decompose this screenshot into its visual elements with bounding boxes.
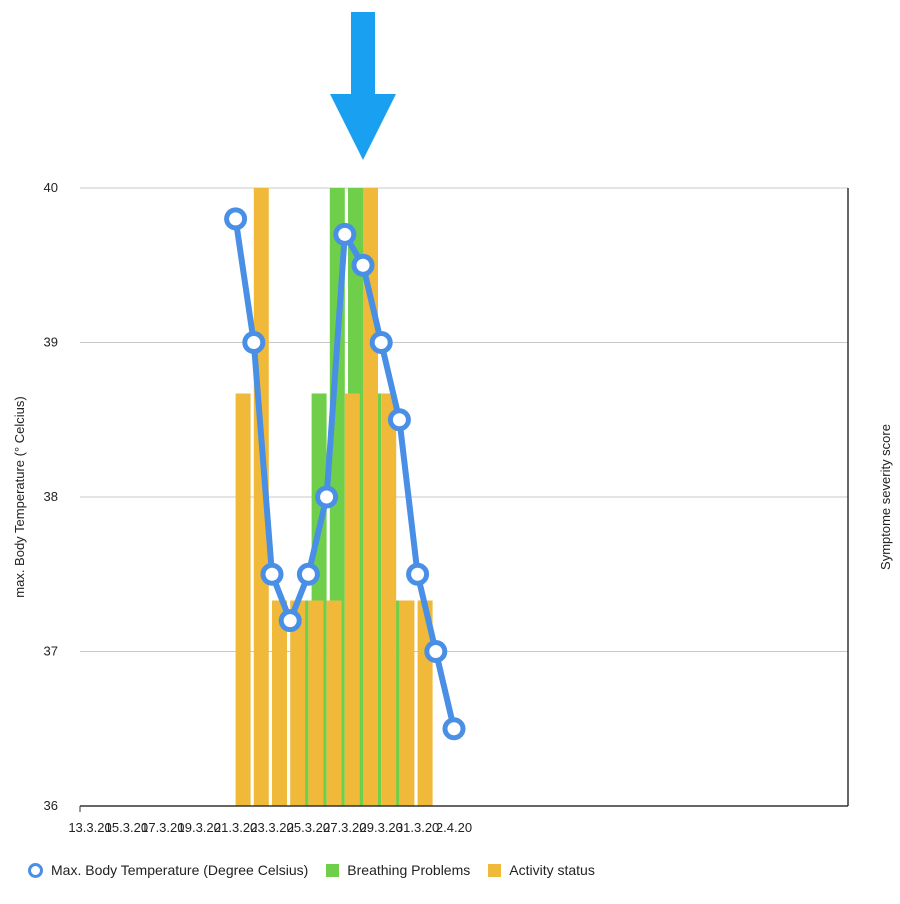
y-tick-label: 37 <box>44 644 58 659</box>
legend-item-temperature: Max. Body Temperature (Degree Celsius) <box>28 862 308 878</box>
temperature-point <box>406 562 430 586</box>
green-swatch-icon <box>326 863 340 877</box>
temperature-point <box>424 640 448 663</box>
y-tick-label: 40 <box>44 180 58 195</box>
activity-bar <box>235 393 251 806</box>
activity-bar <box>399 600 415 806</box>
activity-bar <box>381 393 397 806</box>
temperature-point <box>351 253 375 277</box>
temperature-line <box>224 207 466 741</box>
legend-label-activity: Activity status <box>509 862 595 878</box>
circle-marker-icon <box>28 862 43 878</box>
temperature-symptom-chart: 36 37 38 39 40 13.3.2015.3.2017.3.2019.3.2021… <box>12 12 893 835</box>
gridlines <box>80 187 848 652</box>
activity-bar <box>290 600 306 806</box>
bars <box>235 188 433 806</box>
arrow-down-icon <box>330 94 396 160</box>
y2-axis-title: Symptome severity score <box>878 424 893 570</box>
axes: 36 37 38 39 40 13.3.2015.3.2017.3.2019.3.2021… <box>12 180 893 835</box>
y-tick-label: 38 <box>44 489 58 504</box>
temperature-point <box>296 562 320 586</box>
temperature-point <box>278 609 302 633</box>
y-axis-title: max. Body Temperature (° Celcius) <box>12 396 27 597</box>
temperature-point <box>442 717 466 741</box>
activity-bar <box>344 393 360 806</box>
temperature-point <box>242 331 266 354</box>
y-tick-label: 36 <box>44 798 58 813</box>
legend-item-activity: Activity status <box>488 862 595 878</box>
activity-bar <box>272 600 287 806</box>
x-tick-label: 29.3.20 <box>360 820 403 835</box>
temperature-point <box>224 207 248 231</box>
temperature-point <box>387 408 411 432</box>
y-tick-label: 39 <box>44 335 58 350</box>
legend-item-breathing: Breathing Problems <box>326 862 470 878</box>
x-tick-label: 31.3.20 <box>396 820 439 835</box>
legend: Max. Body Temperature (Degree Celsius) B… <box>28 858 613 882</box>
orange-swatch-icon <box>488 863 502 877</box>
x-tick-label: 21.3.20 <box>214 820 257 835</box>
x-tick-label: 27.3.20 <box>323 820 366 835</box>
temperature-point <box>260 562 284 586</box>
x-tick-label: 13.3.20 <box>68 820 111 835</box>
x-tick-label: 15.3.20 <box>105 820 148 835</box>
x-tick-label: 17.3.20 <box>141 820 184 835</box>
arrow-shaft <box>351 12 375 96</box>
x-tick-label: 2.4.20 <box>436 820 472 835</box>
legend-label-breathing: Breathing Problems <box>347 862 471 878</box>
x-tick-label: 25.3.20 <box>287 820 330 835</box>
temperature-point <box>369 331 393 354</box>
temperature-point <box>315 485 339 509</box>
legend-label-temperature: Max. Body Temperature (Degree Celsius) <box>51 862 309 878</box>
annotations <box>330 12 396 160</box>
x-tick-label: 23.3.20 <box>250 820 293 835</box>
x-tick-label: 19.3.20 <box>178 820 221 835</box>
activity-bar <box>308 600 324 806</box>
temperature-point <box>333 222 357 246</box>
activity-bar <box>326 600 342 806</box>
